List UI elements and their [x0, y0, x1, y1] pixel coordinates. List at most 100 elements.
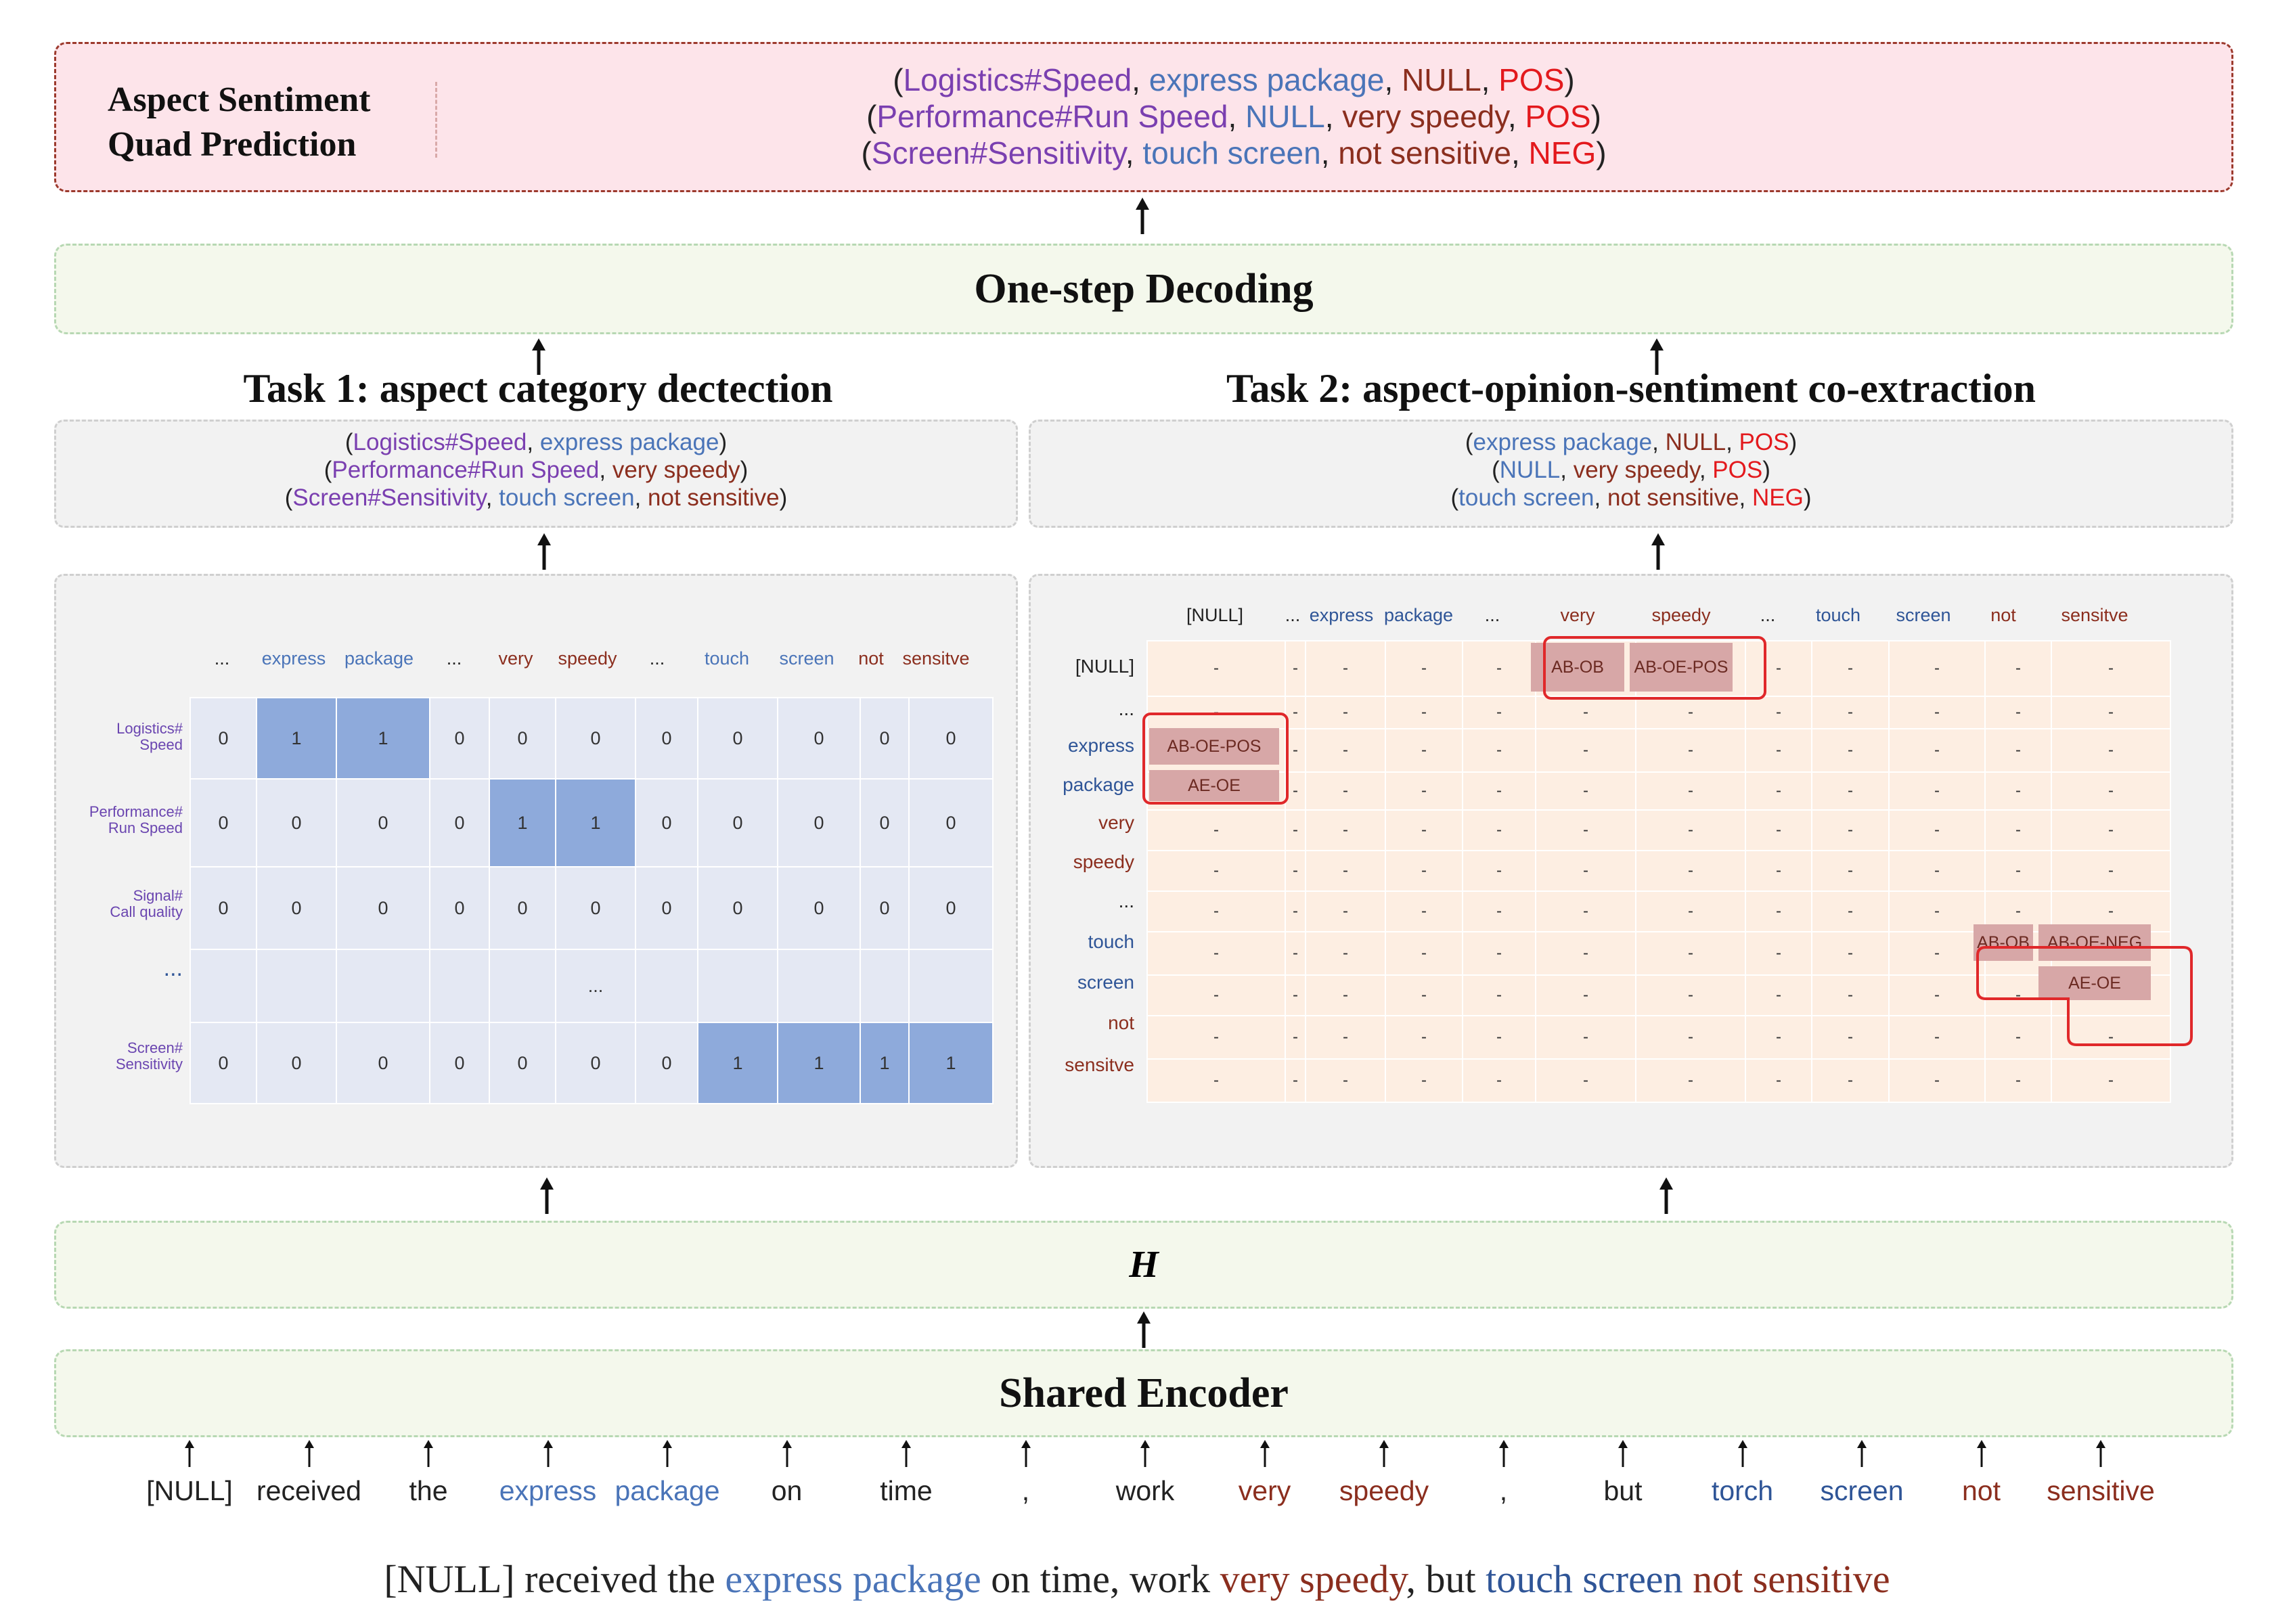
text-segment: POS	[1739, 429, 1789, 455]
up-arrow-icon	[1618, 1440, 1628, 1467]
up-arrow-icon	[901, 1440, 911, 1467]
tag-cell: AE-OE	[1149, 770, 1279, 801]
matrix-cell: 0	[489, 1022, 556, 1104]
column-header: ...	[1484, 605, 1500, 625]
matrix-cell: -	[2051, 1058, 2171, 1103]
matrix-cell: -	[2051, 771, 2171, 811]
column-header: screen	[1896, 605, 1951, 625]
input-token: but	[1603, 1475, 1643, 1506]
quad-title-line2: Quad Prediction	[108, 125, 357, 164]
input-token: express	[499, 1475, 597, 1506]
matrix-cell: -	[1305, 1058, 1386, 1103]
matrix-cell: -	[2051, 850, 2171, 892]
decoding-label: One-step Decoding	[974, 265, 1314, 312]
matrix-cell: -	[1811, 696, 1890, 729]
task2-matrix: ----------------------------------------…	[1146, 640, 2171, 1103]
input-sentence: [NULL] received the express package on t…	[0, 1556, 2274, 1602]
text-segment: ,	[1507, 99, 1525, 134]
triple-line: (NULL, very speedy, POS)	[1031, 456, 2231, 484]
matrix-cell: -	[1888, 931, 1986, 976]
matrix-cell: 0	[908, 697, 994, 780]
matrix-cell: -	[1888, 1058, 1986, 1103]
matrix-row: ------------	[1146, 850, 2171, 892]
matrix-cell: -	[1305, 771, 1386, 811]
input-token: torch	[1711, 1475, 1774, 1506]
text-segment: NULL	[1402, 62, 1481, 97]
matrix-cell: -	[1811, 1015, 1890, 1060]
matrix-cell	[489, 949, 556, 1023]
matrix-cell: -	[1745, 974, 1812, 1016]
text-segment: (	[284, 484, 293, 511]
row-header: [NULL]	[1075, 656, 1134, 677]
text-segment: touch screen	[1486, 1557, 1683, 1601]
matrix-cell: -	[1811, 1058, 1890, 1103]
text-segment: )	[1564, 62, 1575, 97]
matrix-cell: -	[1888, 850, 1986, 892]
task1-title: Task 1: aspect category dectection	[243, 366, 833, 411]
matrix-cell	[697, 949, 778, 1023]
task1-pairs-box: (Logistics#Speed, express package) (Perf…	[54, 420, 1018, 528]
matrix-cell: -	[2051, 696, 2171, 729]
matrix-cell: -	[1146, 640, 1286, 697]
row-label-line: Run Speed	[108, 819, 183, 836]
matrix-cell: -	[1745, 809, 1812, 851]
input-token: on	[771, 1475, 803, 1506]
up-arrow-icon	[540, 1177, 554, 1214]
up-arrow-icon	[1136, 198, 1149, 234]
matrix-row: -----------	[1146, 771, 2171, 811]
tag-highlight-frame	[1976, 946, 2193, 1046]
matrix-row: ------------	[1146, 696, 2171, 729]
matrix-cell: -	[1888, 1015, 1986, 1060]
matrix-cell: 0	[777, 778, 861, 867]
matrix-cell: -	[1305, 640, 1386, 697]
text-segment: (	[893, 62, 904, 97]
h-label: H	[1129, 1244, 1159, 1286]
text-segment: touch screen	[1142, 135, 1321, 171]
matrix-cell: -	[1888, 809, 1986, 851]
matrix-cell: -	[2051, 809, 2171, 851]
column-header: touch	[704, 648, 750, 669]
text-segment: express package	[539, 429, 719, 455]
row-label-line: Speed	[139, 736, 183, 753]
hidden-representation-box: H	[54, 1221, 2233, 1309]
matrix-cell: 0	[908, 866, 994, 950]
text-segment: )	[1762, 457, 1770, 483]
matrix-cell: -	[1811, 728, 1890, 773]
input-token: work	[1115, 1475, 1175, 1506]
matrix-cell: -	[1285, 1015, 1306, 1060]
row-header: not	[1108, 1012, 1134, 1033]
text-segment: NULL	[1499, 457, 1561, 483]
row-header: ...	[1118, 698, 1134, 719]
up-arrow-icon	[1659, 1177, 1673, 1214]
text-segment: (	[1492, 457, 1500, 483]
matrix-cell: -	[1535, 974, 1636, 1016]
matrix-cell: 0	[429, 866, 490, 950]
matrix-cell	[256, 949, 337, 1023]
column-header: not	[1990, 605, 2016, 625]
matrix-cell: 0	[908, 778, 994, 867]
matrix-cell: 0	[555, 1022, 636, 1104]
matrix-row: ...	[190, 949, 994, 1023]
matrix-cell: 0	[860, 697, 910, 780]
matrix-cell: -	[1635, 1015, 1746, 1060]
row-header: express	[1067, 735, 1134, 756]
matrix-cell: 1	[555, 778, 636, 867]
input-token: very	[1238, 1475, 1291, 1506]
text-segment: Logistics#Speed	[353, 429, 527, 455]
text-segment: ,	[1228, 99, 1246, 134]
row-label: Logistics# Speed	[61, 721, 183, 753]
row-header: package	[1063, 774, 1134, 795]
text-segment: )	[1590, 99, 1601, 134]
matrix-row: ------------	[1146, 890, 2171, 932]
matrix-cell: 0	[635, 697, 698, 780]
text-segment: Performance#Run Speed	[876, 99, 1228, 134]
up-arrow-icon	[1651, 533, 1665, 570]
matrix-cell: 1	[777, 1022, 861, 1104]
matrix-cell: 0	[429, 778, 490, 867]
up-arrow-icon	[1857, 1440, 1867, 1467]
matrix-cell: -	[1745, 771, 1812, 811]
matrix-cell: -	[1984, 1015, 2052, 1060]
column-header: package	[344, 648, 414, 669]
